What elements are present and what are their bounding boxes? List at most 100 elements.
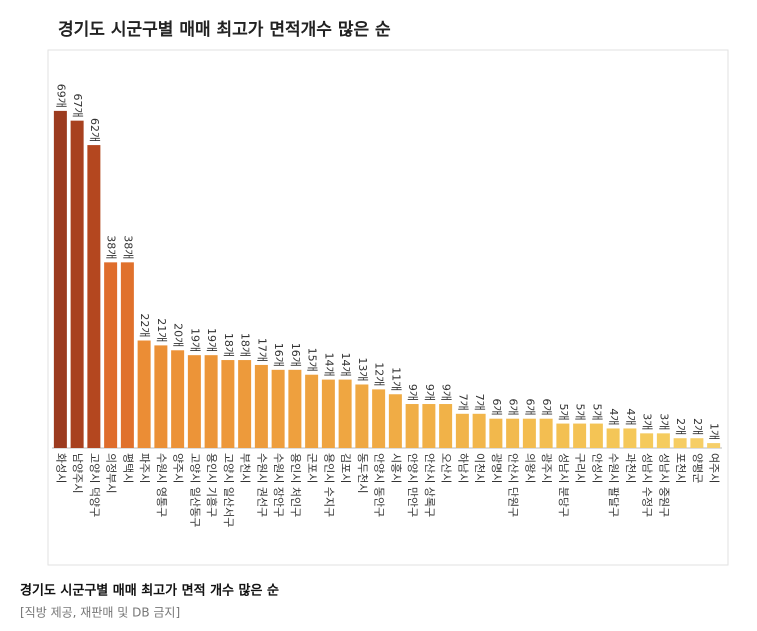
bar <box>690 438 704 448</box>
value-label: 9개 <box>440 384 453 401</box>
bar <box>439 404 453 448</box>
bar <box>305 374 319 448</box>
x-tick-label: 고양시 일산서구 <box>222 453 236 527</box>
bar <box>254 364 268 448</box>
x-tick-label: 화성시 <box>54 453 67 483</box>
bar <box>372 389 386 448</box>
x-tick-label: 하남시 <box>456 453 470 483</box>
x-tick-label: 구리시 <box>574 453 587 483</box>
value-label: 5개 <box>590 403 603 420</box>
value-label: 4개 <box>607 408 620 425</box>
bar <box>640 433 654 448</box>
value-label: 6개 <box>507 399 520 416</box>
x-tick-label: 용인시 처인구 <box>289 453 302 517</box>
bar <box>707 443 721 448</box>
x-tick-label: 성남시 중원구 <box>657 453 670 517</box>
x-tick-label: 오산시 <box>440 453 453 483</box>
x-tick-label: 평택시 <box>121 453 134 483</box>
value-label: 11개 <box>389 367 402 391</box>
x-tick-label: 동두천시 <box>356 453 370 493</box>
value-label: 14개 <box>322 352 335 376</box>
value-label: 16개 <box>289 343 302 367</box>
chart-title: 경기도 시군구별 매매 최고가 면적개수 많은 순 <box>58 20 391 40</box>
value-label: 9개 <box>406 384 419 401</box>
bar <box>422 404 436 448</box>
bar <box>104 262 118 448</box>
value-label: 14개 <box>339 352 352 376</box>
bar <box>355 384 369 448</box>
bar <box>204 355 218 448</box>
bar <box>656 433 670 448</box>
bar <box>271 369 285 448</box>
bar <box>171 350 185 448</box>
bar <box>238 360 252 448</box>
x-tick-label: 안산시 상록구 <box>423 453 436 517</box>
value-label: 21개 <box>155 318 168 342</box>
value-label: 2개 <box>691 418 704 435</box>
bar <box>120 262 134 448</box>
x-tick-label: 수원시 권선구 <box>255 453 268 517</box>
x-tick-label: 수원시 팔달구 <box>607 453 620 517</box>
bar <box>70 120 84 449</box>
bar <box>53 110 67 448</box>
bar <box>623 428 637 448</box>
value-label: 22개 <box>138 313 151 337</box>
value-label: 7개 <box>456 394 469 411</box>
value-label: 18개 <box>222 333 235 357</box>
x-tick-label: 이천시 <box>473 453 487 483</box>
x-tick-label: 파주시 <box>138 453 151 483</box>
value-label: 16개 <box>272 343 285 367</box>
bar <box>573 423 587 448</box>
bar <box>556 423 570 448</box>
value-label: 62개 <box>88 118 101 142</box>
x-tick-label: 과천시 <box>624 453 638 483</box>
bar <box>489 418 503 448</box>
x-tick-label: 수원시 영통구 <box>155 453 168 517</box>
bar <box>405 404 419 448</box>
x-tick-label: 광명시 <box>490 453 503 483</box>
bar <box>539 418 553 448</box>
x-tick-label: 남양주시 <box>71 453 84 493</box>
x-tick-label: 안양시 만안구 <box>406 453 419 517</box>
x-tick-label: 성남시 수정구 <box>641 453 654 517</box>
bar <box>673 438 687 448</box>
bar <box>221 360 235 448</box>
x-tick-label: 고양시 일산동구 <box>188 453 202 527</box>
bar <box>154 345 168 448</box>
source: [직방 제공, 재판매 및 DB 금지] <box>20 606 180 620</box>
x-tick-label: 양평군 <box>691 453 704 483</box>
bar <box>506 418 520 448</box>
value-label: 19개 <box>205 328 218 352</box>
x-tick-label: 부천시 <box>239 453 253 483</box>
x-tick-label: 용인시 기흥구 <box>205 453 219 517</box>
value-label: 13개 <box>356 357 369 381</box>
value-label: 2개 <box>674 418 687 435</box>
value-label: 7개 <box>473 394 486 411</box>
caption: 경기도 시군구별 매매 최고가 면적 개수 많은 순 <box>20 583 279 599</box>
value-label: 3개 <box>641 413 654 430</box>
value-label: 38개 <box>105 235 118 259</box>
bar <box>87 145 101 449</box>
x-tick-label: 군포시 <box>306 453 319 483</box>
x-tick-label: 용인시 수지구 <box>322 453 335 517</box>
bar <box>589 423 603 448</box>
x-tick-label: 김포시 <box>339 453 352 483</box>
value-label: 6개 <box>523 399 536 416</box>
x-tick-label: 성남시 분당구 <box>557 453 570 517</box>
x-tick-label: 양주시 <box>172 453 185 483</box>
x-tick-label: 포천시 <box>674 453 688 483</box>
value-label: 15개 <box>306 348 319 372</box>
value-label: 5개 <box>574 403 587 420</box>
x-tick-label: 시흥시 <box>389 453 403 483</box>
x-tick-label: 안산시 단원구 <box>507 453 520 517</box>
bar <box>522 418 536 448</box>
value-label: 67개 <box>71 94 84 118</box>
value-label: 6개 <box>540 399 553 416</box>
value-label: 17개 <box>255 338 268 362</box>
bar <box>137 340 151 448</box>
x-tick-label: 안양시 동안구 <box>373 453 386 517</box>
value-label: 3개 <box>657 413 670 430</box>
bar <box>388 394 402 448</box>
